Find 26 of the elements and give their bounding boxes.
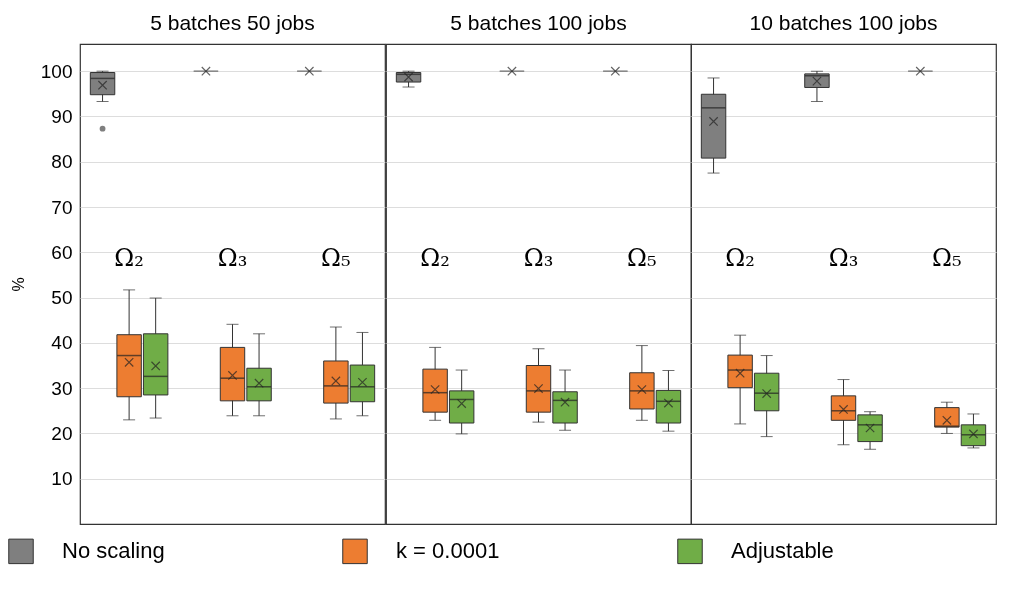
y-tick-label: 30 bbox=[51, 377, 73, 399]
y-tick-label: 70 bbox=[51, 196, 73, 218]
legend-label: k = 0.0001 bbox=[396, 538, 500, 564]
y-axis-title: % bbox=[9, 277, 27, 292]
chart-title: 5 batches 50 jobs bbox=[150, 11, 315, 34]
x-tick-label: Ω₂ bbox=[725, 243, 755, 272]
legend-label: Adjustable bbox=[731, 538, 834, 564]
x-tick-label: Ω₃ bbox=[523, 243, 554, 272]
x-tick-label: Ω₂ bbox=[420, 243, 450, 272]
y-tick-label: 20 bbox=[51, 422, 73, 444]
y-tick-label: 10 bbox=[51, 468, 73, 490]
y-tick-label: 100 bbox=[40, 60, 73, 82]
y-tick-label: 40 bbox=[51, 332, 73, 354]
x-tick-label: Ω₃ bbox=[217, 243, 248, 272]
x-tick-label: Ω₅ bbox=[627, 243, 657, 272]
y-tick-label: 80 bbox=[51, 151, 73, 173]
y-tick-label: 90 bbox=[51, 105, 73, 127]
x-tick-label: Ω₅ bbox=[932, 243, 962, 272]
y-tick-label: 50 bbox=[51, 287, 73, 309]
x-tick-label: Ω₃ bbox=[828, 243, 859, 272]
chart-title: 5 batches 100 jobs bbox=[450, 11, 627, 34]
x-tick-label: Ω₂ bbox=[114, 243, 144, 272]
chart-title: 10 batches 100 jobs bbox=[749, 11, 938, 34]
legend-label: No scaling bbox=[62, 538, 165, 564]
y-tick-label: 60 bbox=[51, 241, 73, 263]
x-tick-label: Ω₅ bbox=[321, 243, 351, 272]
